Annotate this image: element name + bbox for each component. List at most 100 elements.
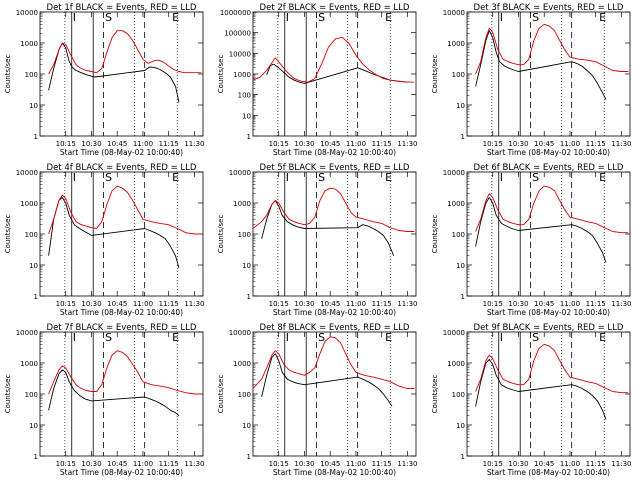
x-tick-label: 11:00 [560, 140, 580, 148]
x-tick-label: 11:30 [184, 460, 204, 468]
panel-det-2: Det 2f BLACK = Events, RED = LLD 1 10 100 10… [217, 3, 418, 157]
y-tick-label: 1 [34, 293, 38, 301]
x-axis-label: Start Time (08-May-02 10:00:40) [487, 148, 610, 157]
x-tick-label: 11:30 [611, 460, 631, 468]
interval-marker-S: S [105, 331, 112, 344]
x-tick-label: 10:30 [508, 300, 528, 308]
interval-marker-S: S [105, 11, 112, 24]
interval-marker-I: I [286, 331, 289, 344]
y-axis-label: Counts/sec [431, 375, 439, 414]
interval-marker-I: I [500, 11, 503, 24]
y-tick-label: 100 [238, 231, 251, 239]
plot-frame [466, 171, 631, 297]
y-tick-label: 10000 [229, 50, 251, 58]
events-series-line [475, 30, 607, 100]
y-tick-label: 10 [242, 112, 251, 120]
panel-title: Det 8f BLACK = Events, RED = LLD [260, 323, 410, 333]
events-series-line [261, 200, 395, 256]
x-axis-label: Start Time (08-May-02 10:00:40) [273, 468, 396, 477]
x-tick-label: 11:15 [586, 460, 606, 468]
y-tick-label: 1000 [447, 200, 465, 208]
y-tick-label: 10 [242, 422, 251, 430]
interval-marker-E: E [385, 11, 392, 24]
y-tick-label: 1000 [233, 71, 251, 79]
y-tick-label: 1 [247, 293, 251, 301]
y-axis-label: Counts/sec [217, 215, 225, 254]
x-tick-label: 10:15 [269, 460, 289, 468]
x-tick-label: 10:30 [81, 300, 101, 308]
y-tick-label: 1000 [233, 200, 251, 208]
interval-marker-E: E [599, 171, 606, 184]
y-tick-label: 100 [25, 231, 38, 239]
events-series-line [48, 42, 180, 103]
interval-marker-E: E [172, 331, 179, 344]
y-tick-label: 10000 [443, 169, 465, 177]
lld-series-line [48, 185, 202, 235]
interval-marker-S: S [532, 171, 539, 184]
y-tick-label: 10000 [16, 169, 38, 177]
y-tick-label: 1 [34, 453, 38, 461]
x-tick-label: 10:45 [107, 140, 127, 148]
plot-frame [39, 171, 204, 297]
y-tick-label: 10 [29, 102, 38, 110]
x-tick-label: 11:15 [586, 140, 606, 148]
plot-frame [252, 171, 417, 297]
y-tick-label: 1000 [447, 40, 465, 48]
x-tick-label: 10:30 [508, 460, 528, 468]
x-tick-label: 11:15 [159, 300, 179, 308]
panel-det-3: Det 3f BLACK = Events, RED = LLD 1 10 100 10… [431, 3, 632, 157]
lld-series-line [48, 30, 202, 75]
lld-series-line [48, 350, 202, 395]
x-axis-label: Start Time (08-May-02 10:00:40) [273, 148, 396, 157]
y-tick-label: 1000 [233, 360, 251, 368]
x-tick-label: 10:15 [483, 460, 503, 468]
panel-det-6: Det 6f BLACK = Events, RED = LLD 1 10 100 10… [431, 163, 632, 317]
y-tick-label: 10 [29, 262, 38, 270]
interval-marker-S: S [318, 171, 325, 184]
x-axis-label: Start Time (08-May-02 10:00:40) [273, 308, 396, 317]
y-tick-label: 10000 [229, 329, 251, 337]
plot-frame [252, 331, 417, 457]
y-axis-label: Counts/sec [4, 55, 12, 94]
x-tick-label: 11:00 [133, 140, 153, 148]
events-series-line [475, 197, 607, 263]
y-axis-label: Counts/sec [217, 375, 225, 414]
x-tick-label: 10:15 [56, 460, 76, 468]
y-tick-label: 100 [238, 391, 251, 399]
y-tick-label: 10000 [229, 169, 251, 177]
panel-title: Det 5f BLACK = Events, RED = LLD [260, 163, 410, 173]
y-tick-label: 10000 [443, 9, 465, 17]
x-axis-label: Start Time (08-May-02 10:00:40) [487, 468, 610, 477]
panel-title: Det 3f BLACK = Events, RED = LLD [474, 3, 624, 13]
lld-series-line [252, 336, 415, 389]
x-tick-label: 10:45 [320, 300, 340, 308]
x-tick-label: 10:30 [81, 140, 101, 148]
interval-marker-S: S [532, 11, 539, 24]
panel-title: Det 2f BLACK = Events, RED = LLD [260, 3, 410, 13]
y-tick-label: 1 [461, 453, 465, 461]
y-tick-label: 1000 [20, 360, 38, 368]
interval-marker-I: I [500, 171, 503, 184]
x-tick-label: 11:30 [611, 140, 631, 148]
y-tick-label: 1000 [20, 200, 38, 208]
interval-marker-E: E [385, 171, 392, 184]
x-tick-label: 11:30 [611, 300, 631, 308]
panel-title: Det 4f BLACK = Events, RED = LLD [47, 163, 197, 173]
x-tick-label: 11:00 [346, 460, 366, 468]
interval-marker-S: S [532, 331, 539, 344]
y-tick-label: 1 [461, 293, 465, 301]
interval-marker-E: E [599, 331, 606, 344]
y-tick-label: 1 [34, 133, 38, 141]
y-tick-label: 10 [456, 422, 465, 430]
x-axis-label: Start Time (08-May-02 10:00:40) [487, 308, 610, 317]
x-tick-label: 10:15 [56, 300, 76, 308]
y-tick-label: 1 [461, 133, 465, 141]
events-series-line [266, 63, 408, 84]
x-tick-label: 10:30 [294, 460, 314, 468]
panel-det-8: Det 8f BLACK = Events, RED = LLD 1 10 100 10… [217, 323, 418, 477]
x-tick-label: 11:15 [372, 140, 392, 148]
y-tick-label: 10 [456, 262, 465, 270]
lld-series-line [252, 36, 415, 83]
events-series-line [261, 353, 393, 407]
x-tick-label: 10:30 [294, 140, 314, 148]
